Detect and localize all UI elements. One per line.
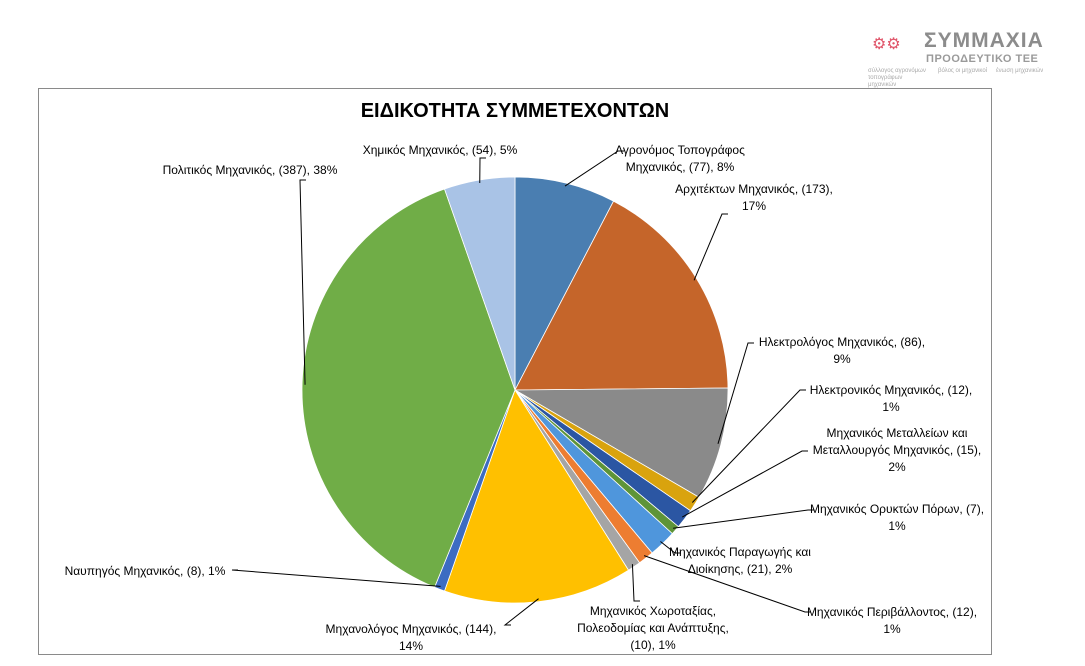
- data-label-line: Μεταλλουργός Μηχανικός, (15),: [813, 443, 981, 457]
- data-label-line: 1%: [883, 622, 901, 636]
- leader-line: [643, 555, 811, 613]
- data-label-line: (10), 1%: [630, 638, 676, 652]
- leader-line: [660, 541, 681, 554]
- data-label: Μηχανικός Μεταλλείων και Μεταλλουργός Μηχ…: [813, 426, 981, 474]
- data-label-line: Πολεοδομίας και Ανάπτυξης,: [577, 621, 729, 635]
- data-label: Ηλεκτρονικός Μηχανικός, (12), 1%: [810, 383, 972, 414]
- data-label-line: Μηχανικός Παραγωγής και: [669, 545, 811, 559]
- chart-title: ΕΙΔΙΚΟΤΗΤΑ ΣΥΜΜΕΤΕΧΟΝΤΩΝ: [360, 100, 670, 122]
- data-label: Μηχανικός Ορυκτών Πόρων, (7), 1%: [810, 502, 984, 533]
- data-label-line: 14%: [399, 639, 423, 653]
- pie-slice: [514, 176, 615, 391]
- data-label-line: Μηχανολόγος Μηχανικός, (144),: [326, 622, 497, 636]
- data-label-line: Μηχανικός Περιβάλλοντος, (12),: [807, 605, 977, 619]
- data-label: Ηλεκτρολόγος Μηχανικός, (86), 9%: [759, 335, 925, 366]
- leader-line: [503, 598, 539, 626]
- pie-slice: [444, 176, 516, 391]
- data-label-line: Μηχανικός Ορυκτών Πόρων, (7),: [810, 502, 984, 516]
- data-label-line: 9%: [833, 352, 851, 366]
- data-label-line: Μηχανικός Μεταλλείων και: [827, 426, 968, 440]
- partner-logo: ένωση μηχανικών: [996, 68, 1044, 74]
- leader-line: [673, 509, 814, 529]
- data-label-line: Ηλεκτρολόγος Μηχανικός, (86),: [759, 335, 925, 349]
- data-label-line: Διοίκησης, (21), 2%: [688, 562, 793, 576]
- leader-line: [479, 157, 486, 183]
- leader-line: [631, 564, 640, 602]
- logo-sub: ΠΡΟΟΔΕΥΤΙΚΟ ΤΕΕ: [926, 53, 1039, 65]
- data-label: Μηχανικός Χωροταξίας, Πολεοδομίας και Ανά…: [577, 604, 729, 652]
- pie-slice: [514, 200, 729, 391]
- data-label: Αρχιτέκτων Μηχανικός, (173), 17%: [675, 182, 833, 213]
- data-label-line: Μηχανικός Χωροταξίας,: [590, 604, 716, 618]
- data-label: Αγρονόμος Τοπογράφος Μηχανικός, (77), 8%: [615, 143, 745, 174]
- data-label: Πολιτικός Μηχανικός, (387), 38%: [163, 163, 338, 177]
- pie-slice: [444, 389, 630, 604]
- data-label-line: Χημικός Μηχανικός, (54), 5%: [363, 143, 518, 157]
- logo: ⚙⚙ ΣΥΜΜΑΧΙΑ ΠΡΟΟΔΕΥΤΙΚΟ ΤΕΕ σύλλογος αγρ…: [868, 29, 1063, 89]
- leader-line: [564, 150, 624, 187]
- data-label-line: Πολιτικός Μηχανικός, (387), 38%: [163, 163, 338, 177]
- data-label-line: Μηχανικός, (77), 8%: [626, 160, 735, 174]
- data-label-line: 1%: [882, 400, 900, 414]
- data-label-line: 17%: [742, 199, 766, 213]
- chart-frame: [38, 88, 992, 655]
- data-label-line: Αγρονόμος Τοπογράφος: [615, 143, 745, 157]
- data-label-line: Ναυπηγός Μηχανικός, (8), 1%: [65, 564, 226, 578]
- gears-icon: ⚙⚙: [872, 36, 901, 53]
- leader-line: [299, 179, 306, 385]
- data-label-line: Ηλεκτρονικός Μηχανικός, (12),: [810, 383, 972, 397]
- pie-slice: [301, 188, 516, 588]
- leader-line: [681, 450, 808, 518]
- partner-logo: βόλος οι μηχανικοί: [938, 68, 987, 74]
- data-label: Μηχανικός Παραγωγής και Διοίκησης, (21), …: [669, 545, 811, 576]
- leader-line: [693, 213, 728, 281]
- leader-line: [691, 389, 806, 503]
- data-label: Ναυπηγός Μηχανικός, (8), 1%: [65, 564, 226, 578]
- leader-line: [231, 569, 441, 587]
- data-label: Χημικός Μηχανικός, (54), 5%: [363, 143, 518, 157]
- logo-main: ΣΥΜΜΑΧΙΑ: [924, 29, 1044, 52]
- data-label-line: Αρχιτέκτων Μηχανικός, (173),: [675, 182, 833, 196]
- data-label-line: 1%: [888, 519, 906, 533]
- partner-logo: σύλλογος αγρονόμων τοπογράφων μηχανικών: [868, 68, 926, 88]
- leader-line: [717, 342, 754, 444]
- data-label-line: 2%: [888, 460, 906, 474]
- data-label: Μηχανολόγος Μηχανικός, (144), 14%: [326, 622, 497, 653]
- data-label: Μηχανικός Περιβάλλοντος, (12), 1%: [807, 605, 977, 636]
